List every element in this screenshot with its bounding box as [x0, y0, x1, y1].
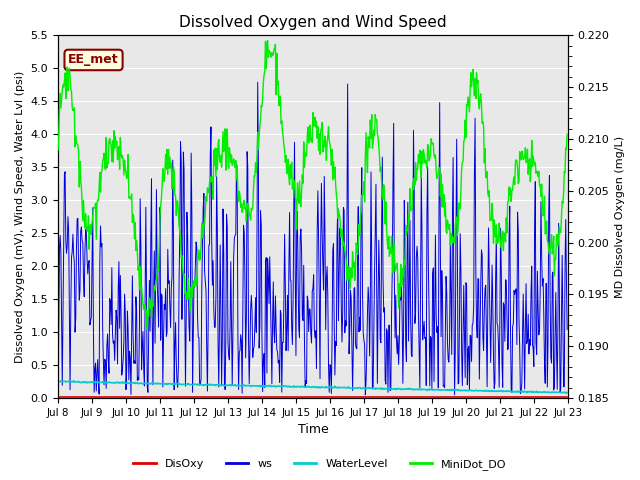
Y-axis label: MD Dissolved Oxygen (mg/L): MD Dissolved Oxygen (mg/L) — [615, 135, 625, 298]
X-axis label: Time: Time — [298, 423, 328, 436]
Text: EE_met: EE_met — [68, 53, 119, 66]
Legend: DisOxy, ws, WaterLevel, MiniDot_DO: DisOxy, ws, WaterLevel, MiniDot_DO — [129, 455, 511, 474]
Y-axis label: Dissolved Oxygen (mV), Wind Speed, Water Lvl (psi): Dissolved Oxygen (mV), Wind Speed, Water… — [15, 71, 25, 363]
Title: Dissolved Oxygen and Wind Speed: Dissolved Oxygen and Wind Speed — [179, 15, 447, 30]
